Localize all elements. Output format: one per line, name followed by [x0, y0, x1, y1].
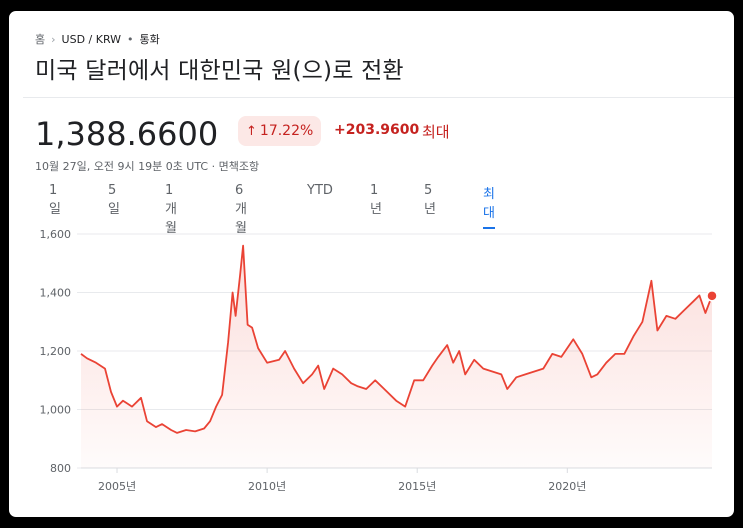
percent-change-value: 17.22% — [259, 123, 314, 139]
latest-point-marker — [706, 290, 718, 302]
tab-1y[interactable]: 1년 — [370, 183, 382, 217]
tab-5d[interactable]: 5일 — [108, 183, 120, 217]
y-tick-label: 1,200 — [40, 345, 72, 358]
x-tick-label: 2015년 — [398, 480, 436, 493]
tab-max[interactable]: 최대 — [483, 183, 495, 229]
x-tick-label: 2020년 — [548, 480, 586, 493]
arrow-up-icon: ↑ — [246, 123, 257, 139]
y-tick-label: 1,000 — [40, 404, 72, 417]
page-title: 미국 달러에서 대한민국 원(으)로 전환 — [35, 58, 404, 84]
x-tick-label: 2010년 — [248, 480, 286, 493]
range-label: 최대 — [422, 123, 450, 141]
timestamp-disclaimer[interactable]: 10월 27일, 오전 9시 19분 0초 UTC · 면책조항 — [35, 160, 260, 173]
breadcrumb-pair-link[interactable]: USD / KRW — [61, 32, 122, 46]
breadcrumb-dot: • — [127, 32, 134, 46]
y-tick-label: 1,600 — [40, 228, 72, 241]
series-area — [81, 245, 712, 468]
tab-5y[interactable]: 5년 — [424, 183, 436, 217]
breadcrumb-category: 통화 — [139, 33, 160, 46]
tab-6m[interactable]: 6개월 — [235, 183, 247, 236]
chevron-right-icon: › — [51, 32, 56, 46]
series-line — [80, 244, 713, 434]
y-tick-label: 800 — [50, 462, 71, 475]
absolute-change: +203.9600 — [334, 122, 420, 138]
x-tick-label: 2005년 — [98, 480, 136, 493]
breadcrumb: 홈 › USD / KRW • 통화 — [35, 31, 160, 47]
finance-card: 홈 › USD / KRW • 통화 미국 달러에서 대한민국 원(으)로 전환… — [6, 8, 737, 520]
tab-1m[interactable]: 1개월 — [165, 183, 177, 236]
chart-svg: 800 1,000 1,200 1,400 1,600 2005년 2010년 2015년 20… — [40, 228, 718, 493]
current-price: 1,388.6600 — [35, 115, 219, 153]
tab-1d[interactable]: 1일 — [49, 183, 61, 217]
tab-ytd[interactable]: YTD — [307, 183, 333, 198]
y-tick-label: 1,400 — [40, 287, 72, 300]
price-chart[interactable]: 800 1,000 1,200 1,400 1,600 2005년 2010년 2015년 20… — [9, 221, 734, 515]
breadcrumb-home-link[interactable]: 홈 — [35, 33, 46, 46]
percent-change-badge: ↑ 17.22% — [238, 116, 322, 146]
divider — [23, 97, 734, 98]
